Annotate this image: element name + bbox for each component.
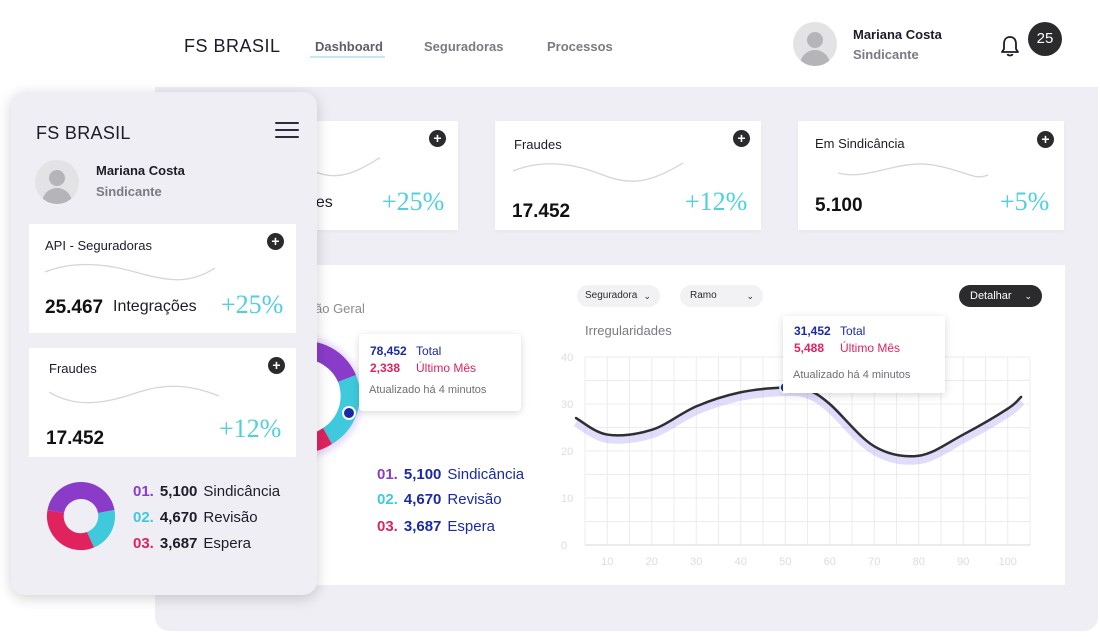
stat-title: API - Seguradoras <box>45 238 152 253</box>
tooltip-last-label: Último Mês <box>840 341 901 355</box>
notification-count-badge[interactable]: 25 <box>1028 22 1062 56</box>
chart-title: Irregularidades <box>585 323 672 338</box>
sidebar-logo[interactable]: FS BRASIL <box>36 123 131 143</box>
sidebar-avatar[interactable] <box>35 160 79 204</box>
wave-decoration <box>49 385 219 404</box>
stat-value: 17.452 <box>512 201 571 222</box>
wave-decoration <box>513 162 683 182</box>
stat-value: 25.467 <box>45 297 104 318</box>
add-icon[interactable]: + <box>1037 131 1054 148</box>
add-icon[interactable]: + <box>429 130 446 147</box>
hamburger-menu-icon[interactable] <box>275 122 299 138</box>
x-tick-label: 60 <box>824 556 836 568</box>
stat-title: Fraudes <box>49 361 97 376</box>
x-tick-label: 90 <box>957 556 969 568</box>
tooltip-total-value: 31,452 <box>794 324 831 338</box>
sidebar-card-fraudes[interactable]: Fraudes + 17.452 +12% <box>29 348 296 457</box>
x-tick-label: 70 <box>868 556 880 568</box>
chevron-down-icon: ⌄ <box>746 291 754 301</box>
seguradora-dropdown[interactable]: Seguradora ⌄ <box>577 285 660 307</box>
top-bar: FS BRASIL Dashboard Seguradoras Processo… <box>0 0 1100 88</box>
stat-percent: +5% <box>1000 187 1050 216</box>
sidebar-user-name: Mariana Costa <box>96 163 185 178</box>
user-role: Sindicante <box>853 47 919 62</box>
y-tick-label: 0 <box>561 540 567 552</box>
y-tick-label: 30 <box>561 399 573 411</box>
add-icon[interactable]: + <box>267 233 284 250</box>
stat-title: Fraudes <box>514 137 562 152</box>
stat-percent: +12% <box>685 187 748 216</box>
y-tick-label: 20 <box>561 446 573 458</box>
sidebar-legend-revisao: 02. 4,670 Revisão <box>133 509 258 526</box>
chart-panel: ão Geral 78,452 Total 2,338 Último Mês Atu… <box>280 265 1065 585</box>
sidebar-donut-chart[interactable] <box>46 481 116 551</box>
sidebar-user-role: Sindicante <box>96 184 162 199</box>
overview-title: ão Geral <box>315 301 365 316</box>
tooltip-total-value: 78,452 <box>370 344 407 358</box>
nav-active-underline <box>310 56 385 58</box>
x-tick-label: 30 <box>690 556 702 568</box>
nav-seguradoras[interactable]: Seguradoras <box>424 39 504 54</box>
overview-tooltip: 78,452 Total 2,338 Último Mês Atualizado h… <box>359 334 521 411</box>
x-tick-label: 100 <box>999 556 1017 568</box>
detalhar-button[interactable]: Detalhar ⌄ <box>959 285 1042 307</box>
chevron-down-icon: ⌄ <box>1024 291 1032 301</box>
ramo-dropdown[interactable]: Ramo ⌄ <box>680 285 763 307</box>
tooltip-total-label: Total <box>416 344 442 358</box>
x-tick-label: 50 <box>779 556 791 568</box>
nav-processos[interactable]: Processos <box>547 39 613 54</box>
bell-icon[interactable] <box>999 34 1021 58</box>
legend-item-revisao: 02. 4,670 Revisão <box>377 491 502 508</box>
series-line-glow <box>573 386 1025 465</box>
chevron-down-icon: ⌄ <box>643 291 651 301</box>
legend-item-espera: 03. 3,687 Espera <box>377 518 495 535</box>
tooltip-last-value: 5,488 <box>794 341 825 355</box>
stat-percent: +25% <box>382 187 445 216</box>
stat-title: Em Sindicância <box>815 136 905 151</box>
x-tick-label: 20 <box>646 556 658 568</box>
y-tick-label: 10 <box>561 493 573 505</box>
wave-decoration <box>838 163 988 178</box>
sidebar-panel: FS BRASIL Mariana Costa Sindicante API -… <box>11 92 317 595</box>
donut-segment-revisao <box>323 375 360 444</box>
tooltip-last-label: Último Mês <box>416 361 477 375</box>
legend-item-sindicancia: 01. 5,100 Sindicância <box>377 466 525 483</box>
chart-tooltip: 31,452 Total 5,488 Último Mês Atualizado h… <box>783 316 945 393</box>
tooltip-last-value: 2,338 <box>370 361 401 375</box>
x-tick-label: 10 <box>601 556 613 568</box>
stat-percent: +25% <box>221 290 284 319</box>
add-icon[interactable]: + <box>268 357 285 374</box>
stat-value: 5.100 <box>815 195 863 216</box>
x-tick-label: 80 <box>913 556 925 568</box>
avatar[interactable] <box>793 22 837 66</box>
tooltip-total-label: Total <box>840 324 866 338</box>
stat-value: 17.452 <box>46 428 105 449</box>
stat-card-sindicancia[interactable]: Em Sindicância + 5.100 +5% <box>798 121 1064 230</box>
tooltip-updated: Atualizado há 4 minutos <box>369 384 487 396</box>
add-icon[interactable]: + <box>733 130 750 147</box>
sidebar-legend-sindicancia: 01. 5,100 Sindicância <box>133 483 281 500</box>
sidebar-card-api[interactable]: API - Seguradoras + 25.467 Integrações +… <box>29 224 296 333</box>
stat-card-fraudes[interactable]: Fraudes + 17.452 +12% <box>495 121 761 230</box>
stat-percent: +12% <box>219 414 282 443</box>
tooltip-updated: Atualizado há 4 minutos <box>793 369 911 381</box>
stat-unit: Integrações <box>113 298 197 315</box>
nav-dashboard[interactable]: Dashboard <box>315 39 383 54</box>
wave-decoration <box>45 263 215 281</box>
sidebar-legend-espera: 03. 3,687 Espera <box>133 535 251 552</box>
user-name: Mariana Costa <box>853 27 942 42</box>
y-tick-label: 40 <box>561 352 573 364</box>
logo[interactable]: FS BRASIL <box>184 36 281 56</box>
x-tick-label: 40 <box>735 556 747 568</box>
